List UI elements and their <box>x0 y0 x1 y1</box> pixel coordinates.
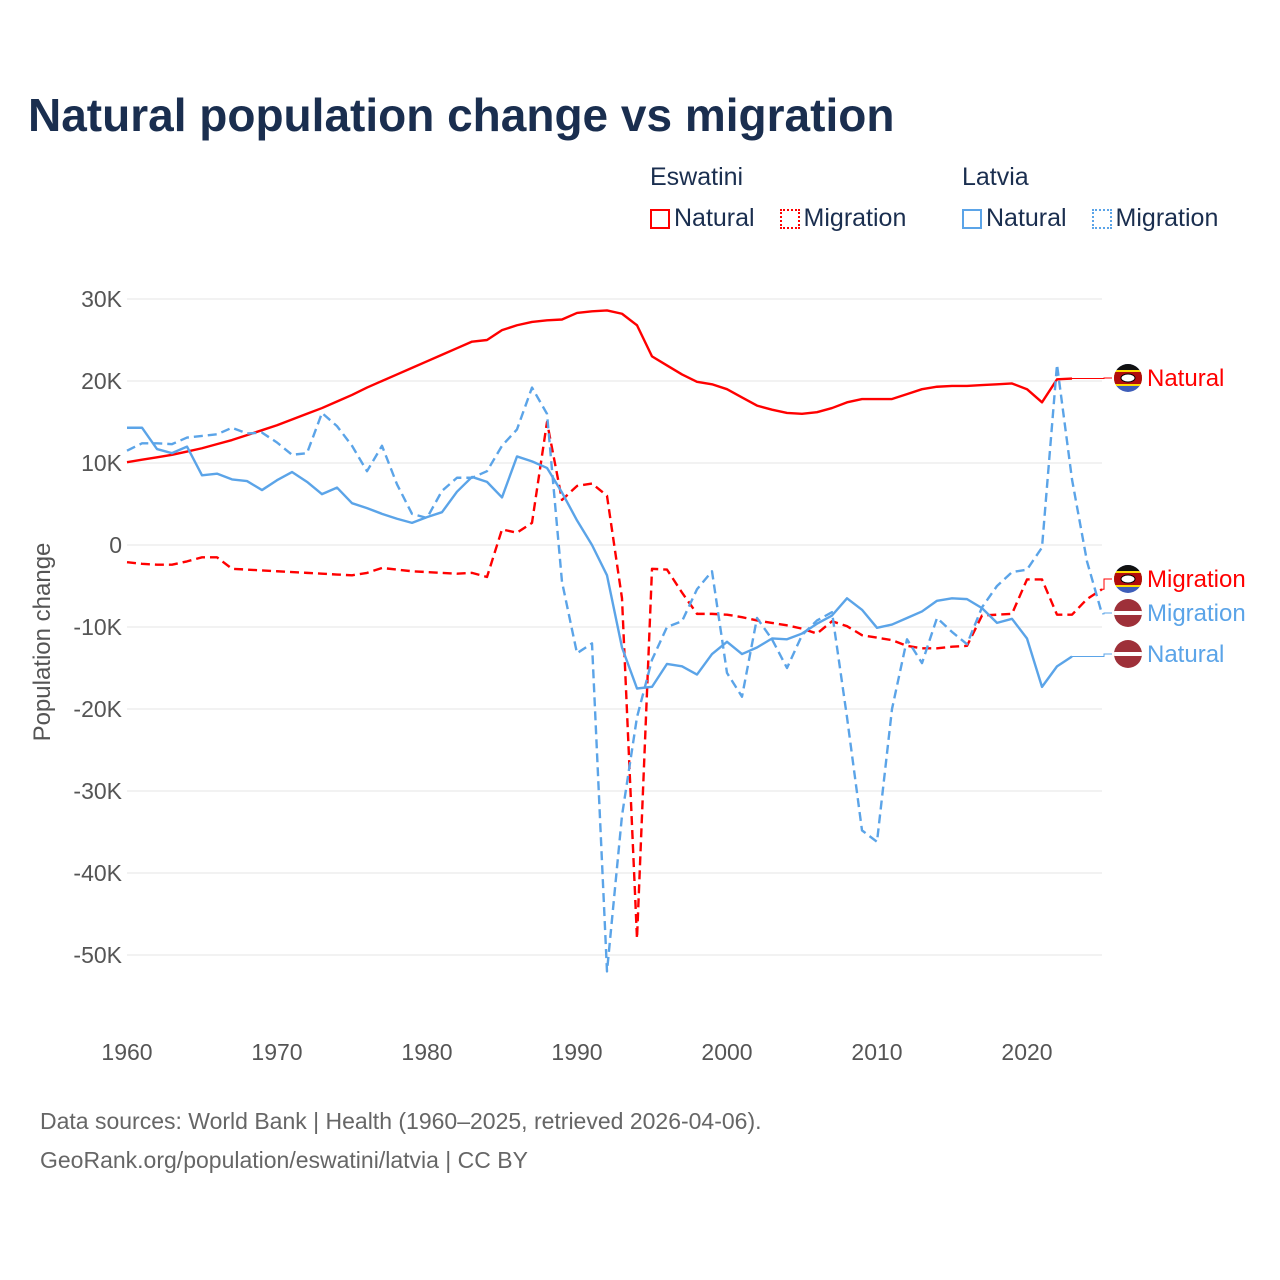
legend-group-title: Latvia <box>962 163 1029 191</box>
x-tick-label: 1960 <box>101 1039 152 1065</box>
chart-title: Natural population change vs migration <box>28 89 895 141</box>
x-tick-label: 1970 <box>251 1039 302 1065</box>
series-end-label: Natural <box>1147 365 1224 392</box>
y-tick-label: -30K <box>73 778 122 804</box>
series-line-latvia-natural[interactable] <box>127 426 1073 690</box>
y-tick-label: 0 <box>109 532 122 558</box>
y-tick-label: -10K <box>73 614 122 640</box>
legend-item-latvia-migration[interactable]: Migration <box>1091 204 1219 233</box>
footer-sources: Data sources: World Bank | Health (1960–… <box>40 1108 762 1134</box>
legend-swatch <box>650 208 670 229</box>
legend-label: Migration <box>803 204 907 232</box>
y-axis-label: Population change <box>29 543 56 742</box>
x-tick-label: 1990 <box>551 1039 602 1065</box>
legend-swatch <box>779 208 800 229</box>
legend-swatch <box>962 208 982 229</box>
legend-group-eswatini: Eswatini Natural Migration <box>650 163 924 236</box>
footer-credit: GeoRank.org/population/eswatini/latvia |… <box>40 1147 528 1173</box>
flag-latvia-icon <box>1114 599 1142 627</box>
legend-label: Natural <box>674 204 755 232</box>
legend-item-latvia-natural[interactable]: Natural <box>962 204 1067 233</box>
legend-item-eswatini-migration[interactable]: Migration <box>779 204 907 233</box>
series-line-latvia-migration[interactable] <box>126 363 1104 973</box>
x-tick-label: 2010 <box>851 1039 902 1065</box>
label-connector <box>1072 653 1112 658</box>
legend-label: Natural <box>986 204 1067 232</box>
y-tick-label: 30K <box>81 286 123 312</box>
series-line-eswatini-migration[interactable] <box>126 420 1103 940</box>
legend-label: Migration <box>1115 204 1219 232</box>
label-connector <box>1102 612 1112 615</box>
y-tick-label: -20K <box>73 696 122 722</box>
x-tick-label: 2000 <box>701 1039 752 1065</box>
label-connector <box>1102 578 1112 590</box>
legend-swatch <box>1091 208 1112 229</box>
series-end-label: Migration <box>1147 600 1246 627</box>
series-line-eswatini-natural[interactable] <box>126 309 1073 464</box>
label-connector <box>1072 377 1112 380</box>
x-tick-label: 2020 <box>1001 1039 1052 1065</box>
y-tick-label: 10K <box>81 450 123 476</box>
flag-eswatini-icon <box>1114 565 1142 593</box>
x-tick-label: 1980 <box>401 1039 452 1065</box>
legend-group-latvia: Latvia Natural Migration <box>962 163 1218 236</box>
legend-group-title: Eswatini <box>650 163 744 191</box>
legend-item-eswatini-natural[interactable]: Natural <box>650 204 755 233</box>
series-end-label: Migration <box>1147 566 1246 593</box>
series-end-label: Natural <box>1147 641 1224 668</box>
flag-eswatini-icon <box>1114 364 1142 392</box>
y-tick-label: -40K <box>73 860 122 886</box>
flag-latvia-icon <box>1114 640 1142 668</box>
y-tick-label: 20K <box>81 368 123 394</box>
y-tick-label: -50K <box>73 942 122 968</box>
